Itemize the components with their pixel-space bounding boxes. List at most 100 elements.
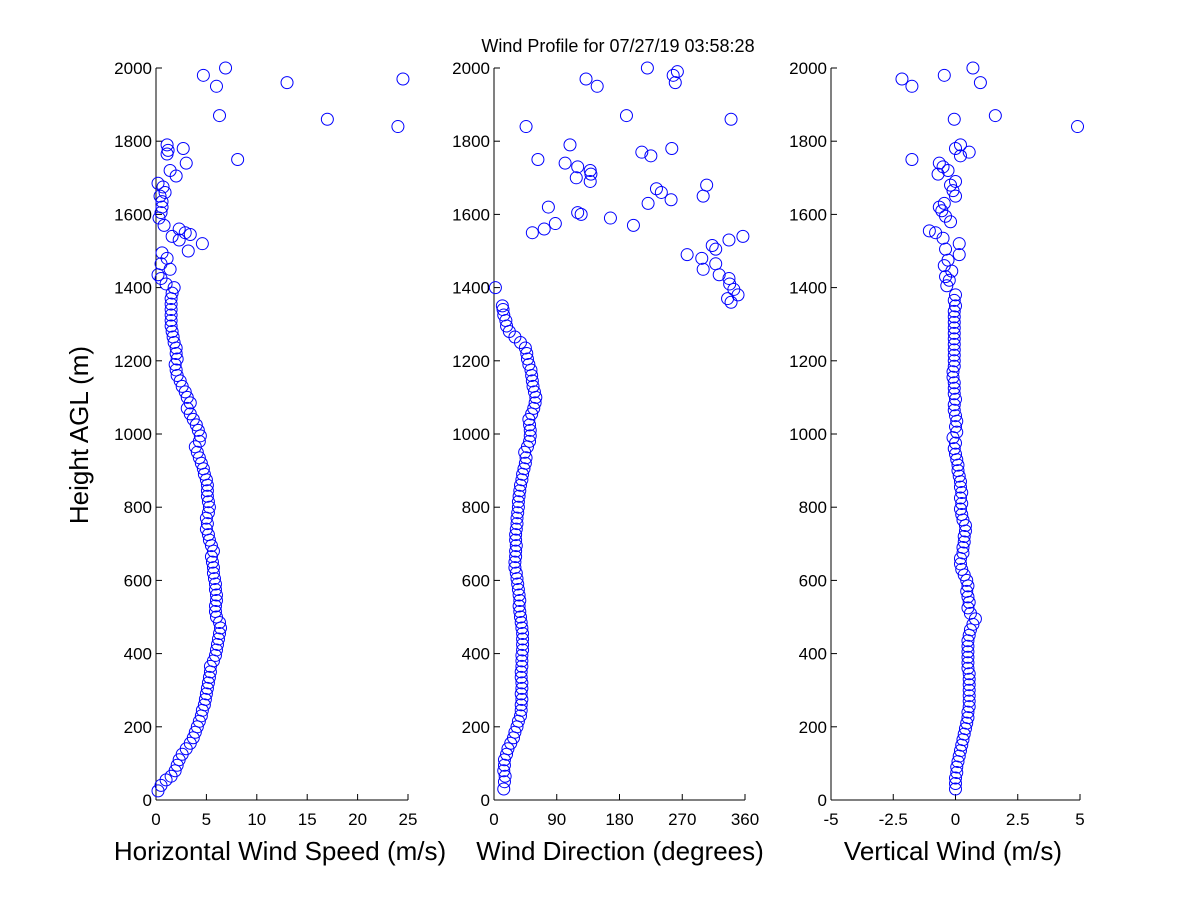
x-tick-label: 20: [348, 810, 367, 829]
data-point: [201, 495, 215, 509]
data-point: [166, 330, 180, 344]
x-axis-label: Vertical Wind (m/s): [844, 836, 1062, 866]
x-tick-label: 10: [247, 810, 266, 829]
data-point: [165, 325, 179, 339]
data-point: [167, 281, 181, 295]
data-point: [537, 222, 551, 236]
data-point: [988, 109, 1002, 123]
data-point: [170, 758, 184, 772]
data-point: [161, 143, 175, 157]
data-point: [548, 217, 562, 231]
data-point: [949, 189, 962, 203]
data-point: [511, 577, 525, 591]
data-point: [962, 145, 976, 159]
data-point: [175, 379, 189, 393]
data-point: [953, 502, 967, 516]
data-point: [895, 72, 909, 86]
data-point: [932, 200, 946, 214]
data-point: [947, 403, 961, 417]
data-point: [176, 142, 190, 156]
data-point: [956, 540, 970, 554]
chart-title: Wind Profile for 07/27/19 03:58:28: [481, 36, 754, 56]
y-tick-label: 400: [799, 645, 827, 664]
data-point: [949, 288, 962, 302]
data-point: [579, 72, 593, 86]
data-point: [520, 346, 534, 360]
data-point: [511, 500, 525, 514]
data-point: [937, 68, 951, 82]
y-tick-label: 800: [462, 498, 490, 517]
data-point: [170, 368, 184, 382]
y-tick-label: 600: [799, 571, 827, 590]
data-point: [947, 293, 961, 307]
data-point: [727, 282, 741, 296]
y-tick-label: 1200: [789, 352, 827, 371]
data-point: [665, 142, 679, 156]
data-point: [206, 561, 220, 575]
data-point: [953, 480, 967, 494]
data-point: [946, 370, 960, 384]
data-point: [541, 200, 555, 214]
data-point: [510, 517, 524, 531]
data-point: [947, 332, 961, 346]
x-tick-label: 180: [605, 810, 633, 829]
data-point: [961, 705, 975, 719]
y-tick-label: 0: [818, 791, 827, 810]
data-point: [515, 473, 529, 487]
data-point: [961, 650, 975, 664]
data-point: [165, 286, 179, 300]
y-tick-label: 600: [462, 571, 490, 590]
data-point: [939, 242, 953, 256]
data-point: [164, 308, 178, 322]
data-point: [649, 182, 663, 196]
data-point: [569, 171, 583, 185]
data-point: [956, 546, 970, 560]
y-tick-label: 400: [462, 645, 490, 664]
data-point: [961, 645, 975, 659]
x-axis-label: Horizontal Wind Speed (m/s): [114, 836, 446, 866]
data-point: [531, 153, 545, 166]
y-tick-label: 1600: [452, 205, 490, 224]
data-point: [522, 357, 536, 371]
x-tick-label: -2.5: [879, 810, 908, 829]
data-point: [962, 689, 976, 703]
scatter-series: [488, 61, 750, 796]
data-point: [944, 178, 958, 192]
y-tick-label: 200: [799, 718, 827, 737]
data-point: [209, 610, 223, 624]
data-point: [731, 288, 745, 302]
data-point: [191, 423, 205, 437]
data-point: [527, 401, 541, 415]
data-point: [165, 229, 179, 243]
data-point: [155, 200, 169, 214]
data-point: [209, 643, 223, 657]
data-point: [164, 314, 178, 328]
data-point: [495, 299, 509, 313]
data-point: [525, 374, 539, 388]
data-point: [962, 672, 976, 686]
data-point: [955, 508, 969, 522]
data-point: [209, 594, 223, 608]
data-point: [696, 189, 710, 203]
data-point: [168, 357, 182, 371]
data-point: [619, 109, 633, 123]
data-point: [527, 385, 541, 399]
y-tick-label: 1600: [789, 205, 827, 224]
data-point: [513, 594, 527, 608]
data-point: [167, 336, 181, 349]
data-point: [523, 429, 537, 443]
data-point: [211, 632, 225, 646]
data-point: [949, 299, 962, 313]
data-point: [514, 615, 528, 629]
data-point: [736, 229, 750, 243]
panel-1: 0 200 400 600 800 1000 1200 1400 1600 1800 2000 0 5 1…: [114, 59, 446, 866]
data-point: [511, 506, 525, 520]
data-point: [695, 251, 709, 265]
data-point: [509, 566, 523, 580]
x-tick-label: 270: [668, 810, 696, 829]
data-point: [190, 445, 204, 459]
x-tick-label: 15: [298, 810, 317, 829]
data-point: [947, 354, 961, 368]
y-tick-label: 1200: [114, 352, 152, 371]
data-point: [200, 517, 214, 531]
